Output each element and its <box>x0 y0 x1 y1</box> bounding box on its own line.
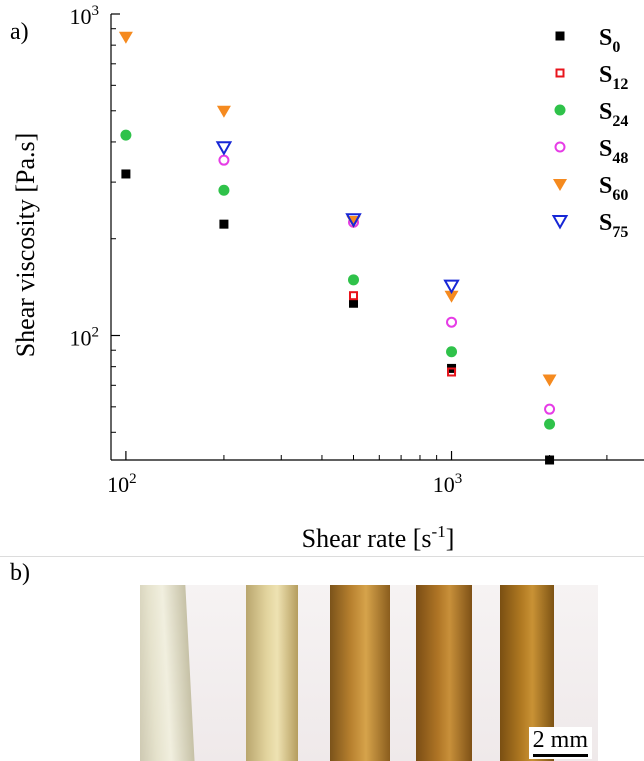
viscosity-chart: 102 103 102 103 S0 S12 S24 S48 S60 S75 Shear rat… <box>11 3 644 553</box>
series-S12 <box>349 291 457 377</box>
legend-marker-S24 <box>554 104 566 116</box>
y-tick-label: 103 <box>70 3 100 29</box>
legend-label-S24: S24 <box>599 99 628 130</box>
scale-bar-label: 2 mm <box>532 727 588 753</box>
filament-strip-2 <box>246 585 298 761</box>
point-S24 <box>446 346 458 358</box>
point-S60 <box>444 290 459 303</box>
point-S0 <box>121 169 131 179</box>
filament-strip-3 <box>330 585 390 761</box>
legend-label-S75: S75 <box>599 210 628 241</box>
data-marks <box>118 31 557 465</box>
point-S48 <box>446 316 458 328</box>
legend-item-S24: S24 <box>554 99 628 130</box>
legend-label-S48: S48 <box>599 136 628 167</box>
x-tick-label: 103 <box>433 471 463 497</box>
legend-marker-S0 <box>555 31 565 41</box>
point-S24 <box>544 418 556 430</box>
panel-label-b: b) <box>10 560 30 586</box>
point-S60 <box>118 31 133 44</box>
legend-marker-S48 <box>554 141 566 153</box>
series-S60 <box>118 31 557 387</box>
legend-item-S48: S48 <box>554 136 628 167</box>
x-axis-label: Shear rate [s-1] <box>302 522 455 553</box>
point-S75 <box>215 141 233 156</box>
filament-strip-4 <box>416 585 472 761</box>
point-S12 <box>349 291 359 301</box>
scale-bar-line <box>532 754 588 757</box>
legend-marker-S75 <box>551 215 569 230</box>
series-S48 <box>218 154 556 415</box>
point-S75 <box>443 279 460 295</box>
point-S48 <box>544 403 556 415</box>
point-S0 <box>349 298 359 308</box>
axis-ticks: 102 103 102 103 <box>70 3 608 497</box>
legend-label-S0: S0 <box>599 25 620 56</box>
filament-photo: 2 mm <box>140 585 598 761</box>
legend-label-S12: S12 <box>599 62 628 93</box>
filament-strip-1 <box>140 585 196 761</box>
legend-item-S12: S12 <box>555 62 628 93</box>
legend-item-S60: S60 <box>553 173 628 204</box>
point-S0 <box>545 455 555 465</box>
series-S75 <box>215 141 460 295</box>
legend-marker-S12 <box>555 68 565 78</box>
series-S24 <box>120 129 556 430</box>
series-S0 <box>121 169 555 465</box>
scale-bar: 2 mm <box>528 727 592 759</box>
point-S24 <box>120 129 132 141</box>
panel-divider <box>0 556 644 557</box>
legend-item-S75: S75 <box>551 210 628 241</box>
point-S60 <box>542 374 557 387</box>
point-S75 <box>345 213 362 228</box>
legend-label-S60: S60 <box>599 173 628 204</box>
legend-item-S0: S0 <box>555 25 620 56</box>
point-S60 <box>216 105 231 118</box>
y-axis-label: Shear viscosity [Pa.s] <box>11 133 40 358</box>
point-S0 <box>219 219 229 229</box>
point-S12 <box>447 367 457 377</box>
legend-marker-S60 <box>553 179 567 191</box>
x-tick-label: 102 <box>107 471 137 497</box>
point-S24 <box>348 274 360 286</box>
plot-axes <box>110 14 644 461</box>
panel-label-a: a) <box>10 19 29 45</box>
y-tick-label: 102 <box>70 325 100 351</box>
point-S24 <box>218 184 230 196</box>
legend: S0 S12 S24 S48 S60 S75 <box>551 25 628 241</box>
point-S48 <box>218 154 230 166</box>
